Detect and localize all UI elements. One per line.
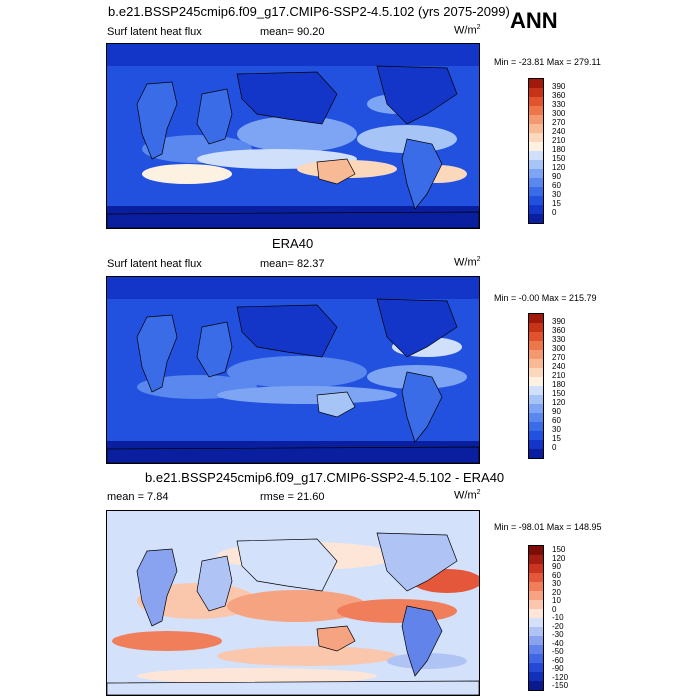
cbar-tick: 150 [552, 545, 566, 554]
cbar-tick: -120 [552, 672, 569, 682]
panel2-map [106, 276, 480, 464]
panel3-title: b.e21.BSSP245cmip6.f09_g17.CMIP6-SSP2-4.… [145, 470, 505, 485]
cbar-tick: 60 [552, 570, 561, 580]
cbar-tick: 390 [552, 317, 566, 326]
cbar-tick: 150 [552, 154, 566, 163]
cbar-tick: -20 [552, 621, 564, 631]
top-title: b.e21.BSSP245cmip6.f09_g17.CMIP6-SSP2-4.… [108, 4, 510, 19]
panel2-units: W/m2 [454, 256, 481, 269]
cbar-tick: -30 [552, 630, 564, 639]
panel3-colorbar [528, 545, 544, 691]
cbar-tick: 0 [552, 208, 557, 217]
cbar-tick: 390 [552, 82, 566, 91]
panel3-minmax: Min = -98.01 Max = 148.95 [494, 522, 602, 532]
cbar-tick: 15 [552, 199, 561, 208]
cbar-tick: 30 [552, 190, 561, 199]
cbar-tick: 300 [552, 344, 566, 353]
cbar-tick: 0 [552, 443, 557, 452]
cbar-tick: 120 [552, 163, 566, 172]
cbar-tick: 240 [552, 362, 566, 371]
panel1-colorbar [528, 78, 544, 224]
cbar-tick: 330 [552, 335, 566, 344]
panel2-left-label: Surf latent heat flux [107, 258, 202, 270]
cbar-tick: 180 [552, 145, 566, 154]
cbar-tick: 90 [552, 172, 561, 181]
panel1-units: W/m2 [454, 24, 481, 37]
cbar-tick: 270 [552, 353, 566, 362]
cbar-tick: 15 [552, 434, 561, 443]
cbar-tick: -150 [552, 681, 569, 690]
cbar-tick: 300 [552, 109, 566, 118]
panel1-left-label: Surf latent heat flux [107, 26, 202, 38]
cbar-tick: 270 [552, 118, 566, 127]
cbar-tick: 10 [552, 596, 561, 605]
panel2-mean-label: mean= 82.37 [260, 258, 325, 270]
cbar-tick: -90 [552, 664, 564, 673]
panel3-rmse-label: rmse = 21.60 [260, 491, 325, 503]
panel2-title: ERA40 [272, 236, 314, 251]
cbar-tick: 30 [552, 425, 561, 434]
cbar-tick: 30 [552, 579, 561, 588]
cbar-tick: 210 [552, 371, 566, 380]
cbar-tick: 90 [552, 407, 561, 416]
cbar-tick: 120 [552, 398, 566, 407]
cbar-tick: 20 [552, 587, 561, 597]
cbar-tick: -60 [552, 655, 564, 665]
panel2-colorbar [528, 313, 544, 459]
cbar-tick: 90 [552, 562, 561, 571]
cbar-tick: 360 [552, 91, 566, 100]
cbar-tick: 240 [552, 127, 566, 136]
panel3-map [106, 510, 480, 696]
cbar-tick: -40 [552, 638, 564, 648]
cbar-tick: -10 [552, 613, 564, 622]
cbar-tick: 0 [552, 604, 557, 614]
season-label: ANN [510, 8, 558, 33]
cbar-tick: -50 [552, 647, 564, 656]
panel1-map [106, 43, 480, 229]
cbar-tick: 120 [552, 553, 566, 563]
cbar-tick: 60 [552, 416, 561, 425]
panel1-mean-label: mean= 90.20 [260, 26, 325, 38]
cbar-tick: 180 [552, 380, 566, 389]
cbar-tick: 360 [552, 326, 566, 335]
cbar-tick: 330 [552, 100, 566, 109]
panel2-minmax: Min = -0.00 Max = 215.79 [494, 293, 597, 303]
cbar-tick: 210 [552, 136, 566, 145]
cbar-tick: 60 [552, 181, 561, 190]
panel3-units: W/m2 [454, 489, 481, 502]
panel3-mean-label: mean = 7.84 [107, 491, 169, 503]
panel1-minmax: Min = -23.81 Max = 279.11 [494, 57, 601, 67]
cbar-tick: 150 [552, 389, 566, 398]
